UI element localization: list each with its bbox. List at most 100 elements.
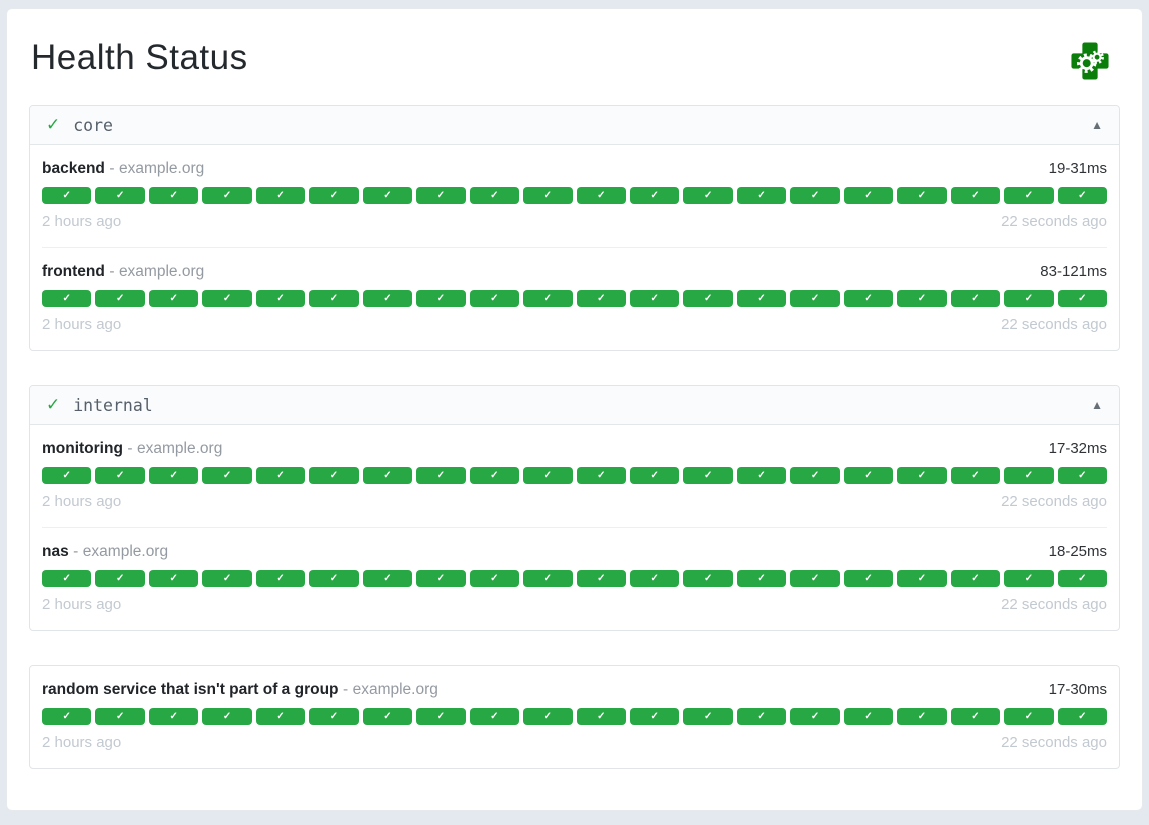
health-check-ok-segment: ✓ [736, 570, 787, 587]
health-check-ok-segment: ✓ [148, 708, 199, 725]
group-header[interactable]: ✓ core ▲ [30, 106, 1119, 145]
service-list: random service that isn't part of a grou… [30, 666, 1119, 768]
health-check-ok-segment: ✓ [629, 467, 680, 484]
health-check-ok-segment: ✓ [255, 467, 306, 484]
health-check-ok-segment: ✓ [897, 187, 947, 204]
health-check-ok-segment: ✓ [1004, 290, 1054, 307]
health-check-ok-segment: ✓ [683, 708, 733, 725]
group-box: random service that isn't part of a grou… [29, 665, 1120, 769]
service-row: random service that isn't part of a grou… [42, 666, 1108, 768]
oldest-check-timestamp: 2 hours ago [42, 213, 122, 230]
group-name: internal [73, 395, 153, 415]
service-list: monitoring - example.org 17-32ms ✓ ✓ ✓ ✓ ✓ ✓ ✓… [30, 425, 1119, 630]
health-check-ok-segment: ✓ [523, 187, 573, 204]
newest-check-timestamp: 22 seconds ago [1001, 213, 1107, 230]
health-check-ok-segment: ✓ [897, 290, 947, 307]
health-check-ok-segment: ✓ [202, 467, 252, 484]
health-check-ok-segment: ✓ [790, 187, 840, 204]
health-check-ok-segment: ✓ [950, 467, 1001, 484]
health-check-ok-segment: ✓ [843, 290, 894, 307]
health-check-ok-segment: ✓ [202, 570, 252, 587]
newest-check-timestamp: 22 seconds ago [1001, 493, 1107, 510]
health-check-ok-segment: ✓ [255, 187, 306, 204]
gatus-logo-icon [1071, 42, 1109, 80]
health-check-ok-segment: ✓ [469, 570, 520, 587]
service-title: nas - example.org [42, 543, 168, 561]
health-check-ok-segment: ✓ [843, 708, 894, 725]
service-separator: - [73, 543, 79, 560]
health-check-ok-segment: ✓ [95, 187, 145, 204]
group-header[interactable]: ✓ internal ▲ [30, 386, 1119, 425]
health-check-ok-segment: ✓ [683, 290, 733, 307]
health-check-ok-segment: ✓ [42, 187, 92, 204]
health-check-ok-segment: ✓ [576, 570, 626, 587]
health-check-ok-segment: ✓ [469, 187, 520, 204]
response-time-range: 17-32ms [1048, 440, 1107, 457]
oldest-check-timestamp: 2 hours ago [42, 734, 122, 751]
group-status-ok-icon: ✓ [46, 395, 61, 414]
health-check-ok-segment: ✓ [202, 708, 252, 725]
health-check-bar: ✓ ✓ ✓ ✓ ✓ ✓ ✓ ✓ ✓ ✓ ✓ ✓ ✓ ✓ ✓ ✓ ✓ ✓ ✓ ✓ [42, 187, 1108, 204]
service-list: backend - example.org 19-31ms ✓ ✓ ✓ ✓ ✓ ✓ ✓ ✓ ✓ ✓… [30, 145, 1119, 350]
service-row: backend - example.org 19-31ms ✓ ✓ ✓ ✓ ✓ ✓ ✓ ✓ ✓ ✓… [42, 145, 1108, 247]
health-check-ok-segment: ✓ [736, 467, 787, 484]
health-check-ok-segment: ✓ [576, 708, 626, 725]
group-box: ✓ internal ▲ monitoring - example.org 17… [29, 385, 1120, 631]
health-check-ok-segment: ✓ [950, 187, 1001, 204]
health-check-ok-segment: ✓ [843, 467, 894, 484]
health-check-ok-segment: ✓ [1057, 708, 1108, 725]
collapse-up-icon[interactable]: ▲ [1091, 398, 1103, 412]
service-separator: - [109, 263, 115, 280]
health-check-ok-segment: ✓ [950, 570, 1001, 587]
health-check-ok-segment: ✓ [148, 187, 199, 204]
health-check-ok-segment: ✓ [683, 570, 733, 587]
health-check-ok-segment: ✓ [148, 467, 199, 484]
health-check-ok-segment: ✓ [42, 570, 92, 587]
health-check-ok-segment: ✓ [255, 708, 306, 725]
service-name: backend [42, 160, 105, 177]
collapse-up-icon[interactable]: ▲ [1091, 118, 1103, 132]
health-check-ok-segment: ✓ [897, 467, 947, 484]
health-check-ok-segment: ✓ [416, 467, 466, 484]
health-check-ok-segment: ✓ [736, 187, 787, 204]
health-check-ok-segment: ✓ [629, 187, 680, 204]
page-title: Health Status [31, 38, 248, 77]
health-check-ok-segment: ✓ [362, 708, 413, 725]
groups: ✓ core ▲ backend - example.org 19-31ms ✓… [29, 105, 1120, 769]
health-check-ok-segment: ✓ [1004, 708, 1054, 725]
health-check-ok-segment: ✓ [416, 570, 466, 587]
response-time-range: 17-30ms [1048, 681, 1107, 698]
service-title: frontend - example.org [42, 263, 204, 281]
health-check-ok-segment: ✓ [416, 290, 466, 307]
health-check-ok-segment: ✓ [148, 570, 199, 587]
health-check-ok-segment: ✓ [576, 467, 626, 484]
health-check-ok-segment: ✓ [202, 187, 252, 204]
service-row: frontend - example.org 83-121ms ✓ ✓ ✓ ✓ ✓ ✓ ✓ ✓… [42, 247, 1108, 350]
service-title: random service that isn't part of a grou… [42, 681, 438, 699]
health-check-ok-segment: ✓ [1004, 570, 1054, 587]
health-check-ok-segment: ✓ [309, 570, 359, 587]
newest-check-timestamp: 22 seconds ago [1001, 316, 1107, 333]
health-check-ok-segment: ✓ [897, 708, 947, 725]
service-host: example.org [82, 543, 169, 560]
health-check-ok-segment: ✓ [790, 708, 840, 725]
response-time-range: 83-121ms [1040, 263, 1107, 280]
health-check-ok-segment: ✓ [362, 290, 413, 307]
service-separator: - [342, 681, 349, 698]
health-check-ok-segment: ✓ [255, 570, 306, 587]
group-box: ✓ core ▲ backend - example.org 19-31ms ✓… [29, 105, 1120, 351]
health-check-ok-segment: ✓ [576, 187, 626, 204]
health-check-ok-segment: ✓ [202, 290, 252, 307]
service-name: random service that isn't part of a grou… [42, 681, 339, 698]
health-check-bar: ✓ ✓ ✓ ✓ ✓ ✓ ✓ ✓ ✓ ✓ ✓ ✓ ✓ ✓ ✓ ✓ ✓ ✓ ✓ ✓ [42, 467, 1108, 484]
health-check-ok-segment: ✓ [95, 570, 145, 587]
service-row: monitoring - example.org 17-32ms ✓ ✓ ✓ ✓ ✓ ✓ ✓… [42, 425, 1108, 527]
health-check-ok-segment: ✓ [523, 467, 573, 484]
health-check-ok-segment: ✓ [1057, 290, 1108, 307]
health-check-ok-segment: ✓ [523, 708, 573, 725]
health-check-ok-segment: ✓ [42, 290, 92, 307]
health-check-ok-segment: ✓ [469, 708, 520, 725]
health-status-card: Health Status ✓ core ▲ backend - exam [6, 8, 1143, 811]
health-check-ok-segment: ✓ [1004, 467, 1054, 484]
health-check-ok-segment: ✓ [950, 708, 1001, 725]
